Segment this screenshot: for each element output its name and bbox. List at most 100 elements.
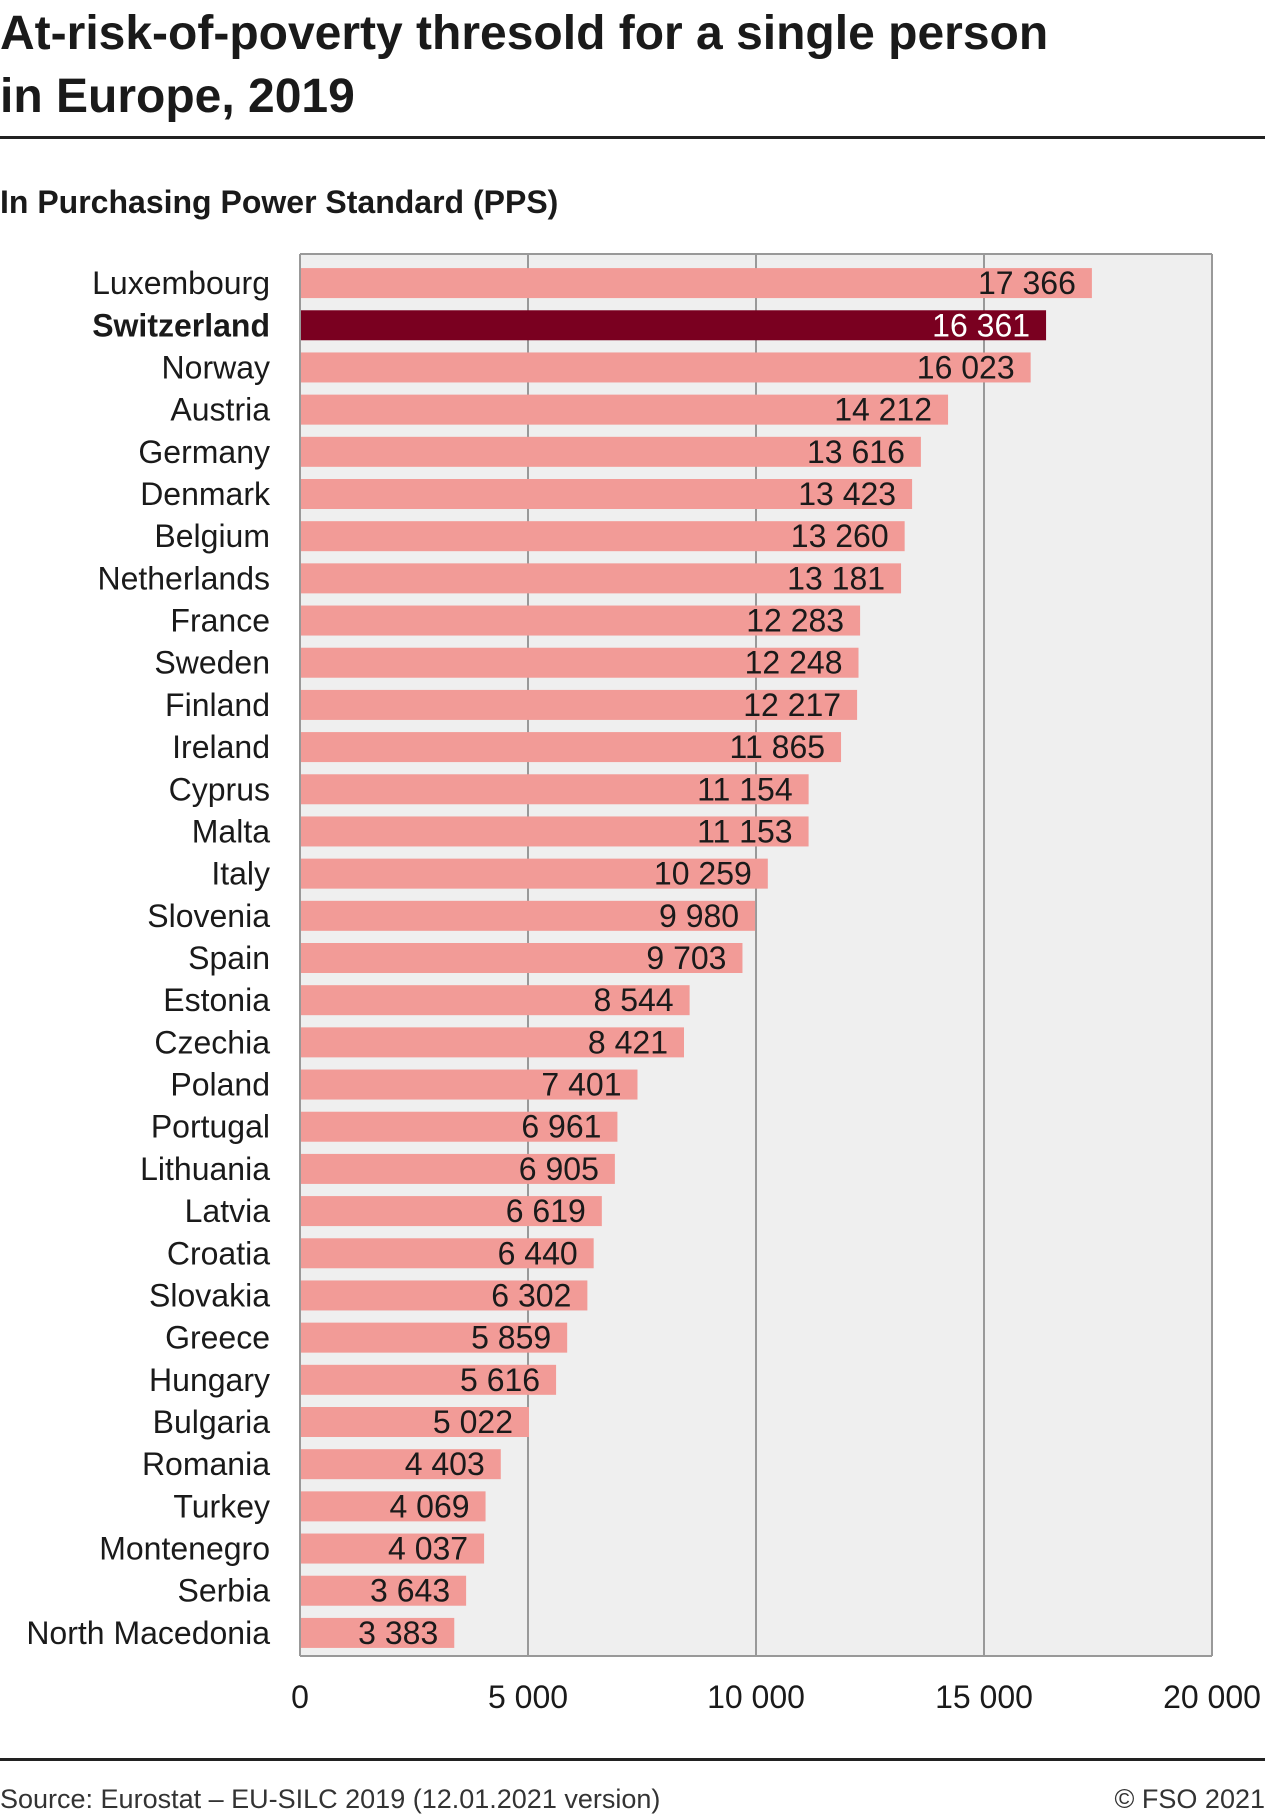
category-label: Ireland <box>172 729 270 765</box>
x-tick-label: 0 <box>291 1679 309 1715</box>
category-label: Germany <box>138 434 270 470</box>
category-label: Malta <box>192 813 270 849</box>
category-label: Bulgaria <box>153 1404 271 1440</box>
data-label: 13 181 <box>787 560 885 596</box>
category-label: Romania <box>142 1446 270 1482</box>
bar <box>300 816 809 847</box>
bar <box>300 394 949 425</box>
bar <box>300 1111 618 1142</box>
category-label: Montenegro <box>99 1531 270 1567</box>
category-label: Austria <box>170 392 270 428</box>
data-label: 14 212 <box>834 392 932 428</box>
title-rule <box>0 136 1265 139</box>
bar <box>300 605 861 636</box>
data-label: 6 440 <box>498 1235 578 1271</box>
category-label: Norway <box>162 349 270 385</box>
category-label: North Macedonia <box>26 1615 270 1651</box>
bar <box>300 1322 568 1353</box>
data-label: 8 544 <box>594 982 674 1018</box>
data-label: 7 401 <box>541 1067 621 1103</box>
bar <box>300 647 859 678</box>
category-label: Estonia <box>163 982 270 1018</box>
bar <box>300 774 809 805</box>
category-label: Belgium <box>154 518 270 554</box>
bar <box>300 1280 588 1311</box>
data-label: 16 023 <box>917 349 1015 385</box>
category-label: Finland <box>165 687 270 723</box>
bar <box>300 268 1092 299</box>
data-label: 9 703 <box>646 940 726 976</box>
bar <box>300 732 842 763</box>
data-label: 5 022 <box>433 1404 513 1440</box>
data-label: 16 361 <box>932 307 1030 343</box>
category-label: Netherlands <box>97 560 270 596</box>
category-label: Poland <box>170 1067 270 1103</box>
bar <box>300 1027 684 1058</box>
category-label: Italy <box>211 856 270 892</box>
category-label: Luxembourg <box>92 265 270 301</box>
data-label: 8 421 <box>588 1024 668 1060</box>
x-tick-label: 20 000 <box>1163 1679 1261 1715</box>
category-label: Portugal <box>151 1109 270 1145</box>
copyright-note: © FSO 2021 <box>1114 1784 1265 1814</box>
category-label: Slovakia <box>149 1277 270 1313</box>
data-label: 11 153 <box>697 813 793 849</box>
bar <box>300 1575 467 1606</box>
data-label: 4 403 <box>405 1446 485 1482</box>
data-label: 5 616 <box>460 1362 540 1398</box>
data-label: 3 383 <box>358 1615 438 1651</box>
data-label: 11 154 <box>697 771 793 807</box>
bar <box>300 858 768 889</box>
bar <box>300 1491 486 1522</box>
bar <box>300 563 902 594</box>
bar <box>300 1407 530 1437</box>
category-label: Sweden <box>154 645 270 681</box>
data-label: 17 366 <box>978 265 1076 301</box>
category-label: Cyprus <box>169 771 270 807</box>
data-label: 5 859 <box>471 1320 551 1356</box>
data-label: 13 616 <box>807 434 905 470</box>
data-label: 11 865 <box>730 729 826 765</box>
bar <box>300 985 690 1016</box>
category-label: Turkey <box>173 1488 270 1524</box>
x-tick-label: 15 000 <box>935 1679 1033 1715</box>
data-label: 13 260 <box>791 518 889 554</box>
category-label: Serbia <box>178 1573 271 1609</box>
data-label: 4 037 <box>388 1531 468 1567</box>
bar <box>300 1238 594 1269</box>
bar <box>300 689 858 720</box>
category-label: Hungary <box>149 1362 270 1398</box>
category-label: Spain <box>188 940 270 976</box>
bar <box>300 1069 638 1100</box>
bar-chart: 0 5 000 10 000 15 000 20 000 Luxembourg 17 366… <box>26 253 1261 1715</box>
bar <box>300 479 913 509</box>
bar <box>300 436 921 467</box>
bar <box>300 1196 602 1227</box>
category-label: Switzerland <box>92 307 270 343</box>
category-label: Latvia <box>185 1193 271 1229</box>
data-label: 6 961 <box>521 1109 601 1145</box>
bar <box>300 352 1031 383</box>
bar <box>300 1153 615 1184</box>
category-label: France <box>170 603 270 639</box>
source-note: Source: Eurostat – EU-SILC 2019 (12.01.2… <box>0 1784 661 1814</box>
bar <box>300 943 743 973</box>
category-label: Denmark <box>140 476 271 512</box>
data-label: 12 248 <box>745 645 843 681</box>
data-label: 3 643 <box>370 1573 450 1609</box>
bar <box>300 900 756 931</box>
chart-title: At-risk-of-poverty thresold for a single… <box>0 7 1049 123</box>
bar <box>300 1449 501 1480</box>
data-label: 6 619 <box>506 1193 586 1229</box>
category-label: Slovenia <box>147 898 270 934</box>
data-label: 6 302 <box>491 1277 571 1313</box>
chart-subtitle: In Purchasing Power Standard (PPS) <box>0 184 559 220</box>
data-label: 9 980 <box>659 898 739 934</box>
data-label: 12 217 <box>743 687 841 723</box>
data-label: 10 259 <box>654 856 752 892</box>
category-label: Czechia <box>154 1024 270 1060</box>
category-label: Lithuania <box>140 1151 270 1187</box>
bar <box>300 521 905 552</box>
data-label: 13 423 <box>798 476 896 512</box>
category-label: Greece <box>165 1320 270 1356</box>
